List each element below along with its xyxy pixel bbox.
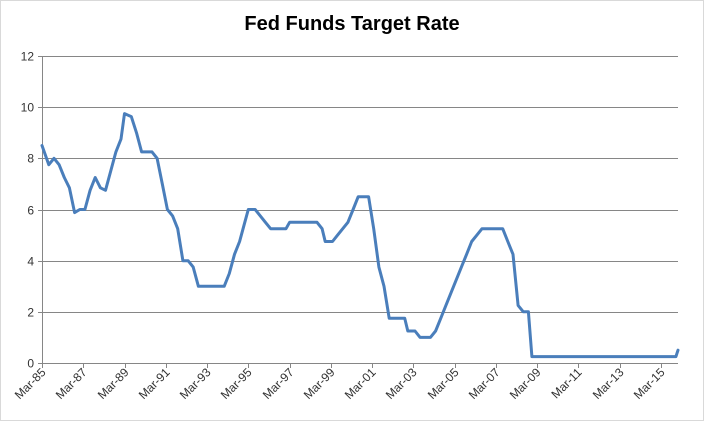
chart-title: Fed Funds Target Rate bbox=[244, 13, 460, 35]
x-tick-label: Mar-87 bbox=[53, 365, 90, 402]
x-tick-label: Mar-05 bbox=[425, 365, 462, 402]
x-tick-label: Mar-93 bbox=[177, 365, 214, 402]
x-tick-labels: Mar-85 Mar-87 Mar-89 Mar-91 Mar-93 Mar-95 Mar-… bbox=[12, 365, 668, 402]
gridlines bbox=[42, 56, 678, 313]
x-tick-label: Mar-07 bbox=[466, 365, 503, 402]
y-tick-label: 8 bbox=[27, 152, 34, 166]
x-tick-label: Mar-91 bbox=[136, 365, 173, 402]
y-tick-label: 2 bbox=[27, 306, 34, 320]
x-tick-label: Mar-95 bbox=[218, 365, 255, 402]
series-line-fed-funds-rate bbox=[40, 112, 680, 359]
y-tick-label: 10 bbox=[21, 101, 35, 115]
x-tick-label: Mar-99 bbox=[301, 365, 338, 402]
y-tick-label: 4 bbox=[27, 255, 34, 269]
x-tick-label: Mar-15 bbox=[631, 365, 668, 402]
series bbox=[40, 112, 680, 359]
y-tick-label: 6 bbox=[27, 204, 34, 218]
x-tick-label: Mar-11 bbox=[548, 365, 584, 401]
x-tick-label: Mar-85 bbox=[12, 365, 49, 402]
x-tick-label: Mar-13 bbox=[590, 365, 627, 402]
y-tick-label: 0 bbox=[27, 357, 34, 371]
x-tick-label: Mar-89 bbox=[95, 365, 132, 402]
x-tick-label: Mar-09 bbox=[507, 365, 544, 402]
x-tick-label: Mar-01 bbox=[342, 365, 379, 402]
y-tick-labels: 0 2 4 6 8 10 12 bbox=[21, 50, 35, 371]
axes bbox=[38, 56, 678, 368]
y-tick-label: 12 bbox=[21, 50, 35, 64]
x-tick-label: Mar-03 bbox=[383, 365, 420, 402]
x-tick-label: Mar-97 bbox=[260, 365, 297, 402]
